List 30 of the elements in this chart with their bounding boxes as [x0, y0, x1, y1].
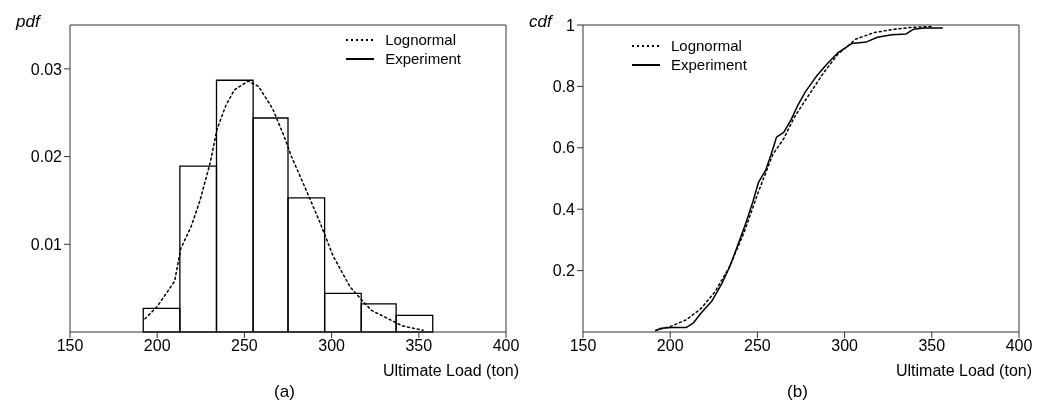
- x-tick-label: 250: [231, 337, 258, 355]
- y-tick-label: 0.02: [30, 148, 63, 166]
- x-tick-label: 400: [1005, 337, 1033, 355]
- text: (a): [273, 382, 296, 402]
- legend-label: Lognormal: [671, 37, 742, 54]
- legend-label: Experiment: [385, 50, 461, 67]
- y-tick-label: 0.6: [552, 139, 576, 157]
- x-tick-label: 300: [318, 337, 346, 355]
- x-tick-label: 350: [918, 337, 946, 355]
- legend-label: Experiment: [671, 56, 747, 73]
- text: (b): [786, 382, 809, 402]
- x-tick-label: 350: [405, 337, 433, 355]
- y-tick-label: 1: [566, 16, 576, 34]
- y-axis-title: pdf: [16, 12, 40, 32]
- y-axis-title: cdf: [529, 12, 552, 32]
- x-tick-label: 200: [143, 337, 171, 355]
- x-tick-label: 150: [569, 337, 597, 355]
- x-tick-label: 200: [656, 337, 684, 355]
- x-tick-label: 150: [56, 337, 84, 355]
- y-tick-label: 0.01: [30, 235, 63, 253]
- x-tick-label: 400: [492, 337, 520, 355]
- y-tick-label: 0.8: [552, 78, 576, 96]
- x-tick-label: 250: [744, 337, 771, 355]
- x-axis-title: Ultimate Load (ton): [381, 362, 520, 381]
- y-tick-label: 0.03: [30, 60, 63, 78]
- legend-label: Lognormal: [385, 31, 457, 48]
- y-tick-label: 0.2: [552, 262, 576, 280]
- y-tick-label: 0.4: [552, 200, 576, 218]
- x-tick-label: 300: [831, 337, 859, 355]
- x-axis-title: Ultimate Load (ton): [894, 362, 1033, 381]
